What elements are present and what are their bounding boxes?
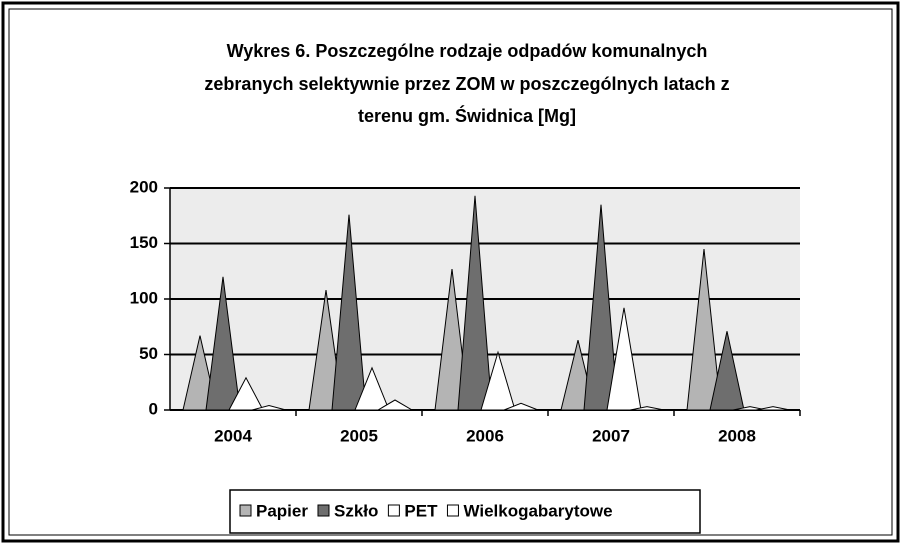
spike-bar — [686, 248, 722, 411]
spike-bar — [480, 350, 516, 411]
x-tick-label: 2007 — [592, 426, 630, 445]
y-tick-label: 50 — [139, 344, 158, 363]
chart-title: Wykres 6. Poszczególne rodzaje odpadów k… — [227, 41, 708, 61]
y-tick-label: 150 — [130, 233, 158, 252]
spike-bar — [376, 399, 414, 411]
spike-bar — [331, 214, 367, 411]
legend-swatch — [317, 504, 330, 517]
x-tick-label: 2005 — [340, 426, 378, 445]
legend-swatch — [446, 504, 459, 517]
spike-bar — [457, 195, 493, 411]
x-tick-label: 2008 — [718, 426, 756, 445]
x-tick-label: 2006 — [466, 426, 504, 445]
legend-box — [229, 489, 701, 534]
spike-bar — [606, 307, 642, 411]
spike-bar — [629, 406, 665, 411]
legend-label: Wielkogabarytowe — [463, 501, 612, 520]
spike-bar — [583, 204, 619, 411]
y-tick-label: 100 — [130, 288, 158, 307]
y-tick-label: 200 — [130, 177, 158, 196]
x-tick-label: 2004 — [214, 426, 252, 445]
spike-bar — [228, 376, 264, 411]
spike-bar — [755, 406, 791, 411]
inner-frame — [8, 8, 893, 536]
legend-swatch — [239, 504, 252, 517]
chart-title: terenu gm. Świdnica [Mg] — [358, 105, 576, 126]
spike-bar — [205, 276, 241, 411]
y-tick-label: 0 — [149, 399, 158, 418]
legend-label: Szkło — [334, 501, 378, 520]
legend-swatch — [387, 504, 400, 517]
spike-bar — [709, 331, 745, 411]
chart-title: zebranych selektywnie przez ZOM w poszcz… — [204, 74, 729, 94]
legend-label: PET — [404, 501, 438, 520]
spike-bar — [503, 402, 539, 411]
spike-bar — [251, 405, 287, 411]
spike-bar — [354, 366, 390, 411]
legend-label: Papier — [256, 501, 308, 520]
